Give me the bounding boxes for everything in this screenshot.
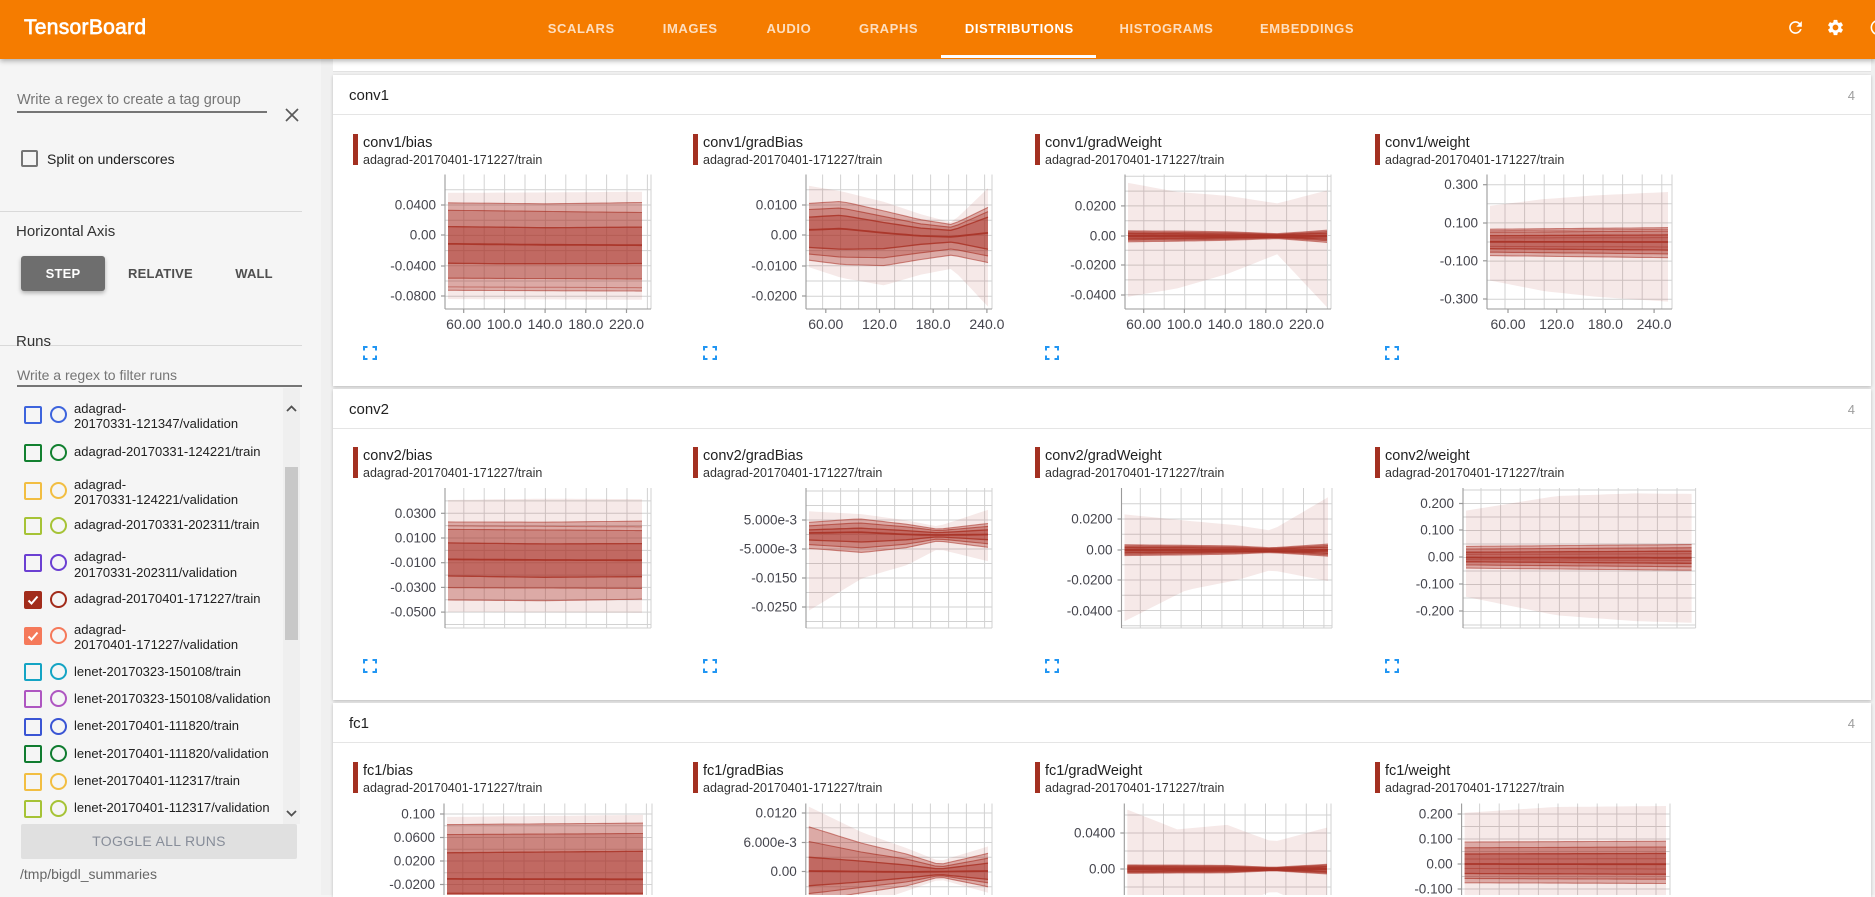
svg-text:60.00: 60.00 <box>446 316 481 332</box>
svg-text:5.000e-3: 5.000e-3 <box>744 513 797 528</box>
svg-text:120.0: 120.0 <box>862 316 897 332</box>
svg-text:-0.0400: -0.0400 <box>1067 604 1113 619</box>
svg-text:0.0200: 0.0200 <box>394 854 435 869</box>
svg-text:-0.300: -0.300 <box>1440 292 1478 307</box>
svg-text:60.00: 60.00 <box>808 316 843 332</box>
svg-text:220.0: 220.0 <box>1289 316 1324 332</box>
svg-text:240.0: 240.0 <box>1637 316 1672 332</box>
svg-text:0.100: 0.100 <box>1420 523 1454 538</box>
svg-text:0.100: 0.100 <box>1444 216 1478 231</box>
svg-text:0.00: 0.00 <box>1086 543 1112 558</box>
svg-text:0.00: 0.00 <box>771 864 797 879</box>
svg-text:0.0400: 0.0400 <box>395 198 436 213</box>
svg-text:-0.0250: -0.0250 <box>751 600 797 615</box>
svg-text:0.0300: 0.0300 <box>395 506 436 521</box>
svg-text:0.00: 0.00 <box>1089 862 1115 877</box>
svg-text:-0.0100: -0.0100 <box>390 555 436 570</box>
svg-text:-0.0200: -0.0200 <box>389 877 435 892</box>
svg-text:0.0200: 0.0200 <box>1075 198 1116 213</box>
svg-text:180.0: 180.0 <box>1588 316 1623 332</box>
svg-text:140.0: 140.0 <box>1208 316 1243 332</box>
svg-text:-0.0200: -0.0200 <box>1070 258 1116 273</box>
svg-text:0.0100: 0.0100 <box>756 198 797 213</box>
svg-text:0.200: 0.200 <box>1420 496 1454 511</box>
svg-text:0.200: 0.200 <box>1419 807 1453 822</box>
svg-text:0.00: 0.00 <box>1426 857 1452 872</box>
svg-text:-0.100: -0.100 <box>1416 577 1454 592</box>
svg-text:0.00: 0.00 <box>1428 550 1454 565</box>
svg-text:-5.000e-3: -5.000e-3 <box>739 542 797 557</box>
svg-text:100.0: 100.0 <box>487 316 522 332</box>
svg-text:120.0: 120.0 <box>1539 316 1574 332</box>
svg-text:0.300: 0.300 <box>1444 177 1478 192</box>
svg-text:0.00: 0.00 <box>410 228 436 243</box>
svg-text:180.0: 180.0 <box>1248 316 1283 332</box>
svg-text:6.000e-3: 6.000e-3 <box>744 835 797 850</box>
svg-text:-0.0300: -0.0300 <box>390 580 436 595</box>
svg-text:0.0200: 0.0200 <box>1071 512 1112 527</box>
svg-text:180.0: 180.0 <box>916 316 951 332</box>
svg-text:140.0: 140.0 <box>528 316 563 332</box>
svg-text:0.0100: 0.0100 <box>395 531 436 546</box>
svg-text:220.0: 220.0 <box>609 316 644 332</box>
svg-text:-0.200: -0.200 <box>1416 604 1454 619</box>
svg-text:0.0120: 0.0120 <box>756 806 797 821</box>
svg-text:-0.0800: -0.0800 <box>390 289 436 304</box>
svg-text:60.00: 60.00 <box>1126 316 1161 332</box>
svg-text:-0.0200: -0.0200 <box>751 289 797 304</box>
svg-text:-0.0200: -0.0200 <box>1067 573 1113 588</box>
svg-text:-0.100: -0.100 <box>1414 882 1452 896</box>
svg-text:-0.0100: -0.0100 <box>751 259 797 274</box>
svg-text:-0.0150: -0.0150 <box>751 571 797 586</box>
svg-text:-0.0400: -0.0400 <box>1070 288 1116 303</box>
svg-text:180.0: 180.0 <box>568 316 603 332</box>
svg-text:60.00: 60.00 <box>1490 316 1525 332</box>
svg-text:-0.0500: -0.0500 <box>390 605 436 620</box>
svg-text:-0.100: -0.100 <box>1440 253 1478 268</box>
svg-text:240.0: 240.0 <box>969 316 1004 332</box>
svg-text:0.100: 0.100 <box>401 807 435 822</box>
svg-text:-0.0400: -0.0400 <box>390 259 436 274</box>
svg-text:0.0600: 0.0600 <box>394 830 435 845</box>
svg-text:0.00: 0.00 <box>771 228 797 243</box>
svg-text:0.0400: 0.0400 <box>1074 826 1115 841</box>
svg-text:0.00: 0.00 <box>1090 229 1116 244</box>
svg-text:0.100: 0.100 <box>1419 832 1453 847</box>
svg-text:100.0: 100.0 <box>1167 316 1202 332</box>
